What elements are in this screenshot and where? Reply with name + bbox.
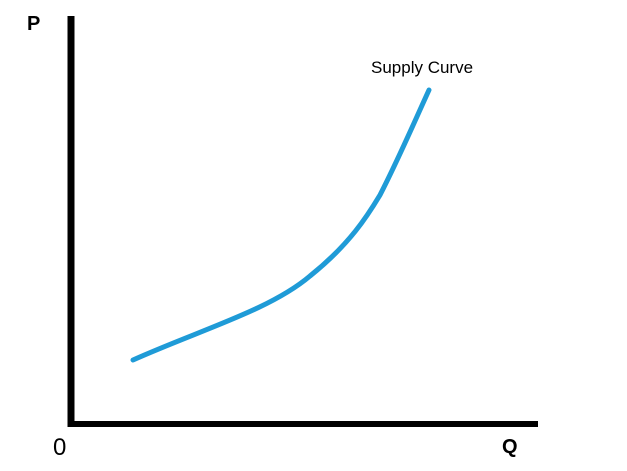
supply-curve-label: Supply Curve bbox=[371, 58, 473, 77]
x-axis-label: Q bbox=[502, 436, 518, 458]
origin-label: 0 bbox=[53, 434, 66, 461]
supply-curve-line bbox=[130, 87, 432, 363]
y-axis-label: P bbox=[27, 13, 40, 35]
